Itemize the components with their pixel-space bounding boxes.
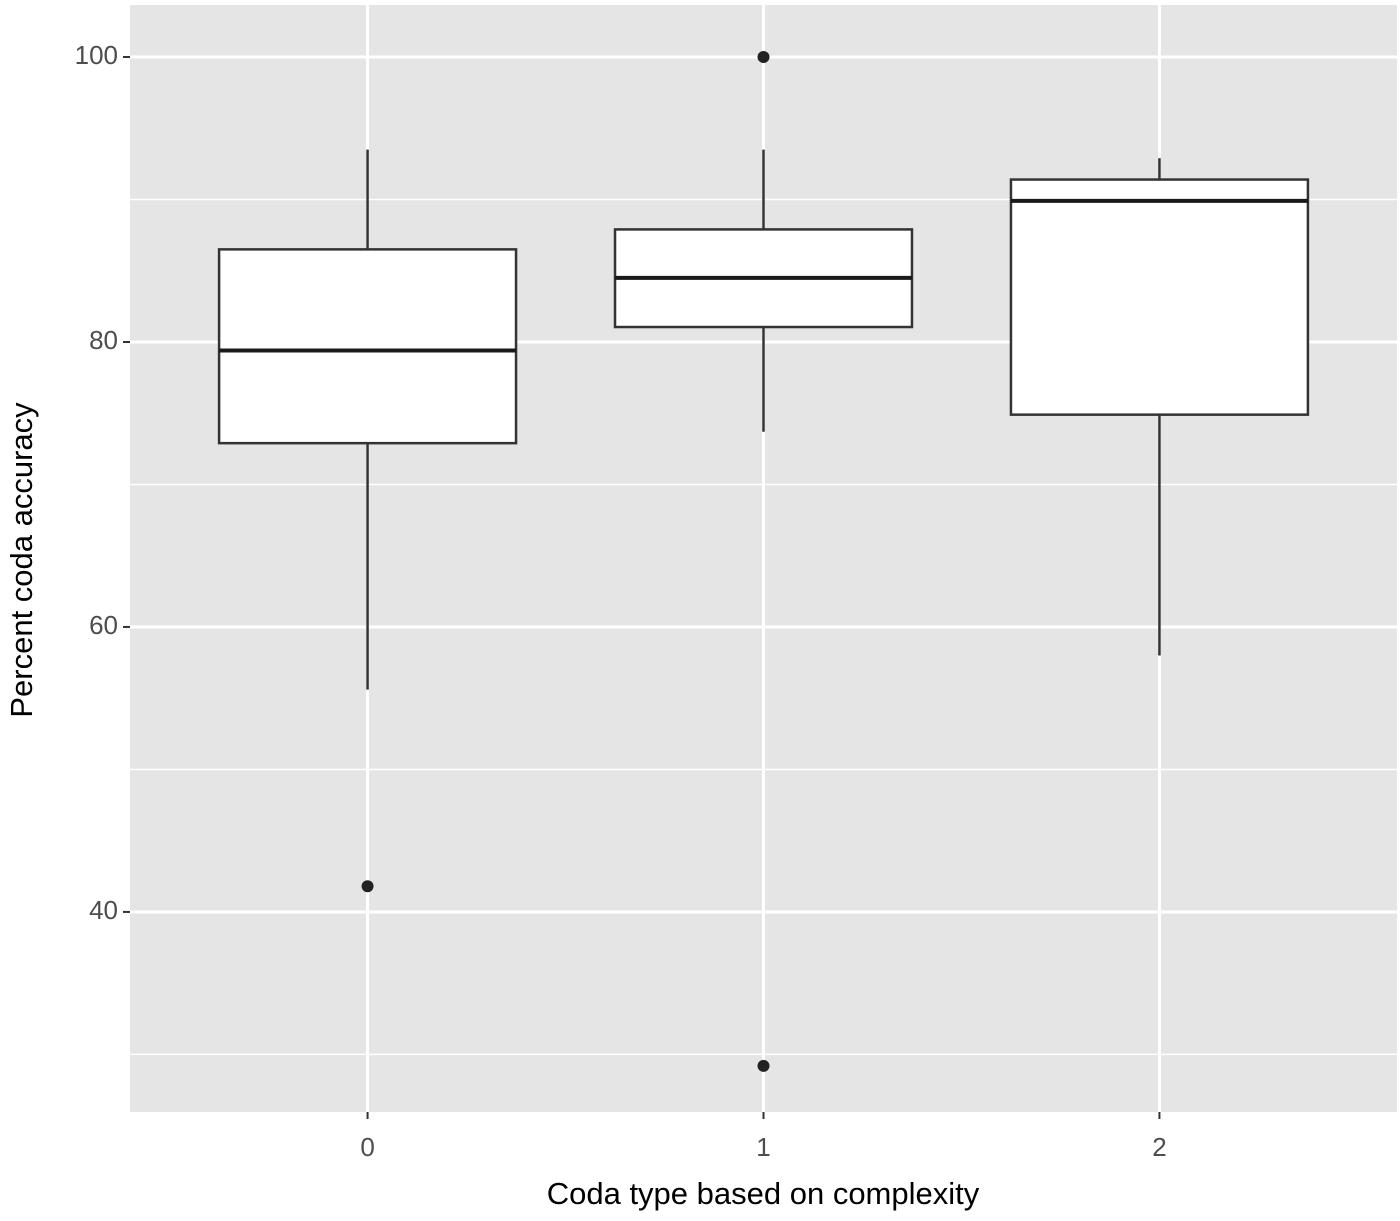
box	[1009, 178, 1310, 416]
x-tick-label: 1	[756, 1132, 770, 1162]
y-tick-label: 80	[89, 325, 118, 355]
outlier	[757, 51, 770, 64]
box	[217, 248, 518, 445]
y-axis-title: Percent coda accuracy	[4, 402, 39, 718]
x-tick-label: 2	[1152, 1132, 1166, 1162]
y-tick-label: 60	[89, 610, 118, 640]
y-tick-label: 100	[75, 40, 118, 70]
x-tick-label: 0	[360, 1132, 374, 1162]
outlier	[361, 880, 374, 893]
outlier	[757, 1059, 770, 1072]
y-tick-label: 40	[89, 895, 118, 925]
x-axis-title: Coda type based on complexity	[547, 1176, 980, 1211]
